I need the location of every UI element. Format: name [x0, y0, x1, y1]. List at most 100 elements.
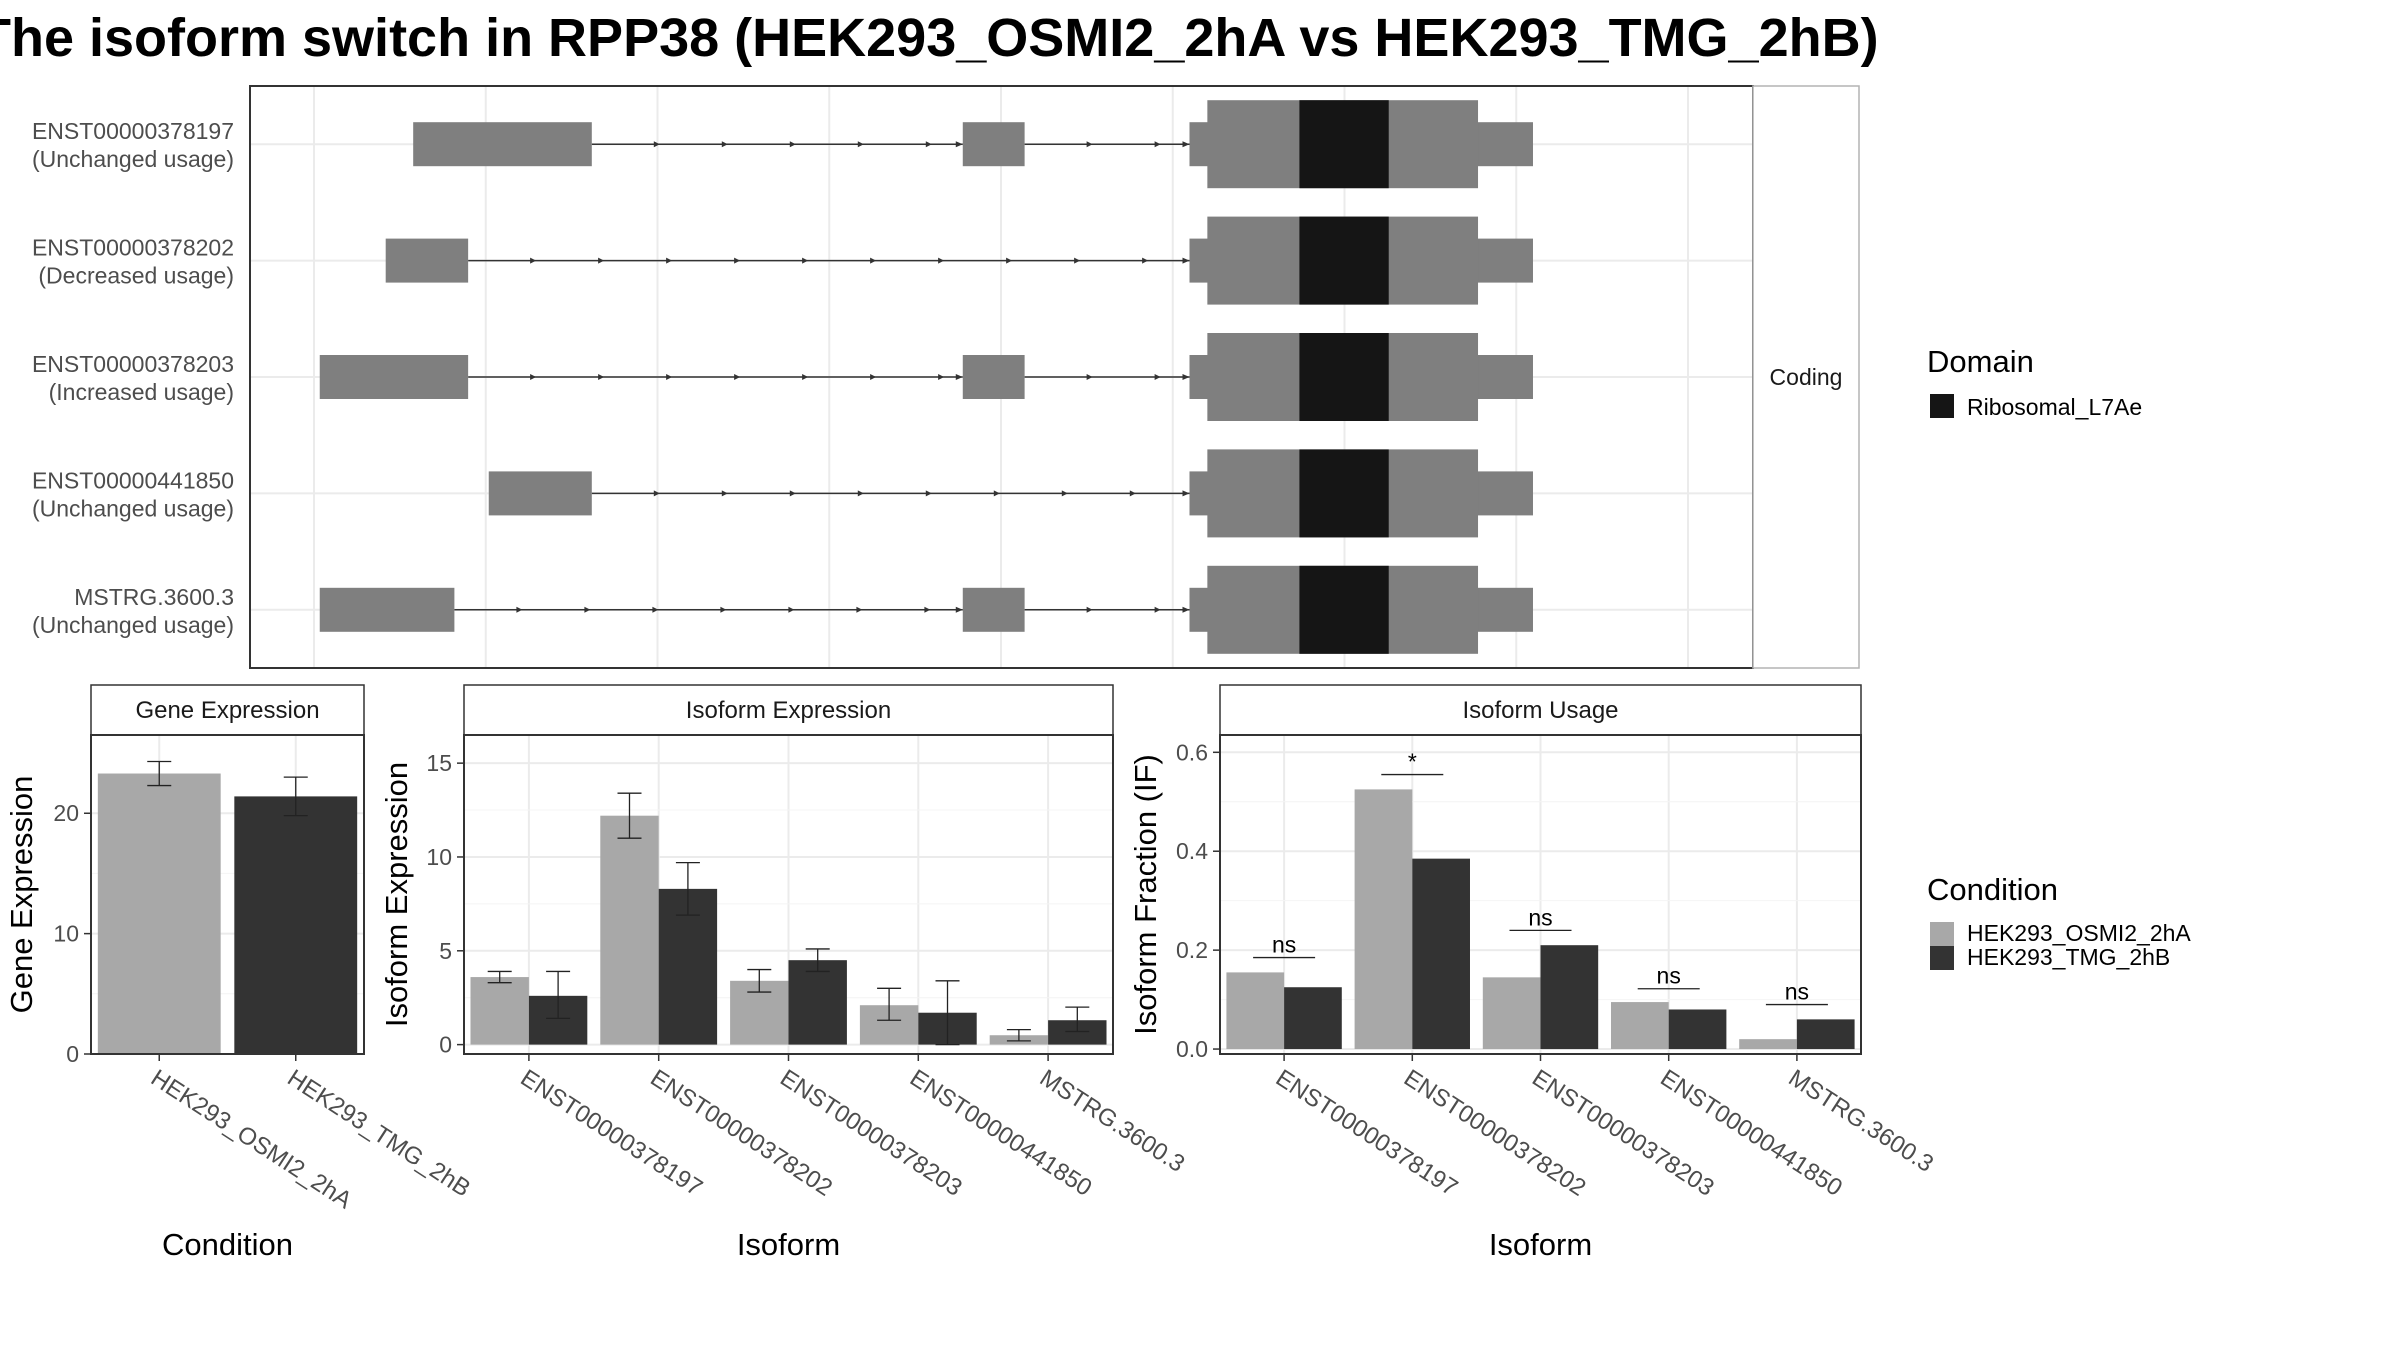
bar — [788, 960, 847, 1045]
intron-arrow — [734, 374, 741, 380]
domain-legend-swatch — [1930, 394, 1954, 418]
intron-arrow — [666, 374, 673, 380]
transcript-id-label: ENST00000378203 — [32, 351, 234, 377]
transcript-usage-label: (Increased usage) — [49, 379, 234, 405]
exon-utr — [962, 587, 1025, 632]
y-tick-label: 10 — [53, 921, 79, 947]
significance-label: ns — [1657, 963, 1681, 989]
exon-utr — [319, 355, 469, 399]
exon-utr — [962, 122, 1025, 167]
intron-arrow — [721, 490, 728, 497]
y-tick-label: 0 — [439, 1032, 452, 1058]
transcript-id-label: ENST00000441850 — [32, 467, 234, 493]
domain-legend: Domain Ribosomal_L7Ae — [1927, 344, 2142, 420]
intron-arrow — [955, 141, 963, 148]
intron-arrow — [653, 490, 660, 497]
panel-strip — [90, 684, 365, 736]
intron-arrow — [802, 374, 809, 380]
condition-legend-swatch — [1930, 922, 1954, 946]
intron-arrow — [1182, 374, 1190, 380]
bar — [1668, 1009, 1727, 1050]
y-tick-label: 15 — [426, 750, 452, 776]
intron-arrow — [993, 490, 1000, 497]
y-axis-title: Gene Expression — [4, 776, 39, 1014]
transcript-structure-panel: ENST00000378197(Unchanged usage)ENST0000… — [32, 85, 1860, 669]
intron-arrow — [925, 141, 932, 148]
panel-title: Isoform Expression — [686, 697, 891, 724]
intron-arrow — [734, 257, 741, 264]
intron-arrow — [857, 490, 864, 497]
y-axis-title: Isoform Fraction (IF) — [1128, 754, 1163, 1035]
intron-arrow — [925, 490, 932, 497]
intron-arrow — [870, 257, 877, 264]
significance-label: * — [1408, 749, 1417, 775]
domain-ribosomal-l7ae — [1299, 449, 1389, 538]
intron-arrow — [598, 374, 605, 380]
condition-legend-title: Condition — [1927, 872, 2058, 907]
exon-utr — [962, 355, 1025, 399]
intron-arrow — [653, 141, 660, 148]
panel-strip — [1219, 684, 1862, 736]
intron-arrow — [802, 257, 809, 264]
intron-arrow — [530, 257, 537, 264]
bar — [1739, 1039, 1797, 1050]
panel-border — [1219, 734, 1862, 1055]
exon-utr — [413, 122, 592, 167]
intron-arrow — [1006, 257, 1013, 264]
transcript-usage-label: (Unchanged usage) — [32, 612, 234, 638]
intron-arrow — [955, 606, 963, 613]
intron-arrow — [721, 141, 728, 148]
transcript-id-label: MSTRG.3600.3 — [74, 584, 234, 610]
isoform-usage-panel: Isoform UsagensENST00000378197*ENST00000… — [1128, 684, 1938, 1262]
transcript-id-label: ENST00000378197 — [32, 118, 234, 144]
panel-title: Isoform Usage — [1462, 697, 1618, 724]
domain-ribosomal-l7ae — [1299, 565, 1389, 654]
intron-arrow — [1182, 606, 1190, 613]
bar — [600, 815, 659, 1045]
intron-arrow — [955, 374, 963, 380]
x-axis-title: Isoform — [737, 1227, 840, 1262]
intron-arrow — [856, 606, 863, 613]
bar — [1540, 945, 1599, 1050]
intron-arrow — [1154, 606, 1161, 613]
condition-legend-label: HEK293_TMG_2hB — [1967, 944, 2170, 970]
x-axis-title: Isoform — [1489, 1227, 1592, 1262]
transcript-usage-label: (Unchanged usage) — [32, 495, 234, 521]
transcript-usage-label: (Unchanged usage) — [32, 146, 234, 172]
intron-arrow — [530, 374, 537, 380]
transcript-id-label: ENST00000378202 — [32, 235, 234, 261]
intron-arrow — [1154, 141, 1161, 148]
panel-border — [90, 734, 365, 1055]
intron-arrow — [1061, 490, 1068, 497]
bar — [1796, 1019, 1855, 1050]
y-axis-title: Isoform Expression — [379, 762, 414, 1027]
bar — [1226, 972, 1285, 1050]
intron-arrow — [924, 606, 931, 613]
facet-strip — [1752, 85, 1860, 669]
intron-arrow — [870, 374, 877, 380]
intron-arrow — [938, 374, 945, 380]
bar — [1354, 789, 1413, 1050]
intron-arrow — [1182, 141, 1190, 148]
bar — [1482, 977, 1541, 1050]
intron-arrow — [1086, 374, 1093, 380]
bar — [234, 796, 358, 1054]
significance-label: ns — [1528, 904, 1552, 930]
y-tick-label: 10 — [426, 844, 452, 870]
y-tick-label: 0 — [66, 1041, 79, 1067]
intron-arrow — [1182, 257, 1190, 264]
bar — [97, 773, 221, 1054]
significance-label: ns — [1272, 932, 1296, 958]
x-axis-title: Condition — [162, 1227, 293, 1262]
exon-utr — [488, 471, 592, 516]
transcript-usage-label: (Decreased usage) — [38, 263, 234, 289]
domain-ribosomal-l7ae — [1299, 100, 1389, 189]
condition-legend-label: HEK293_OSMI2_2hA — [1967, 920, 2191, 946]
y-tick-label: 0.0 — [1176, 1036, 1208, 1062]
intron-arrow — [857, 141, 864, 148]
intron-arrow — [1086, 606, 1093, 613]
panel-border — [463, 734, 1114, 1055]
exon-utr — [319, 587, 455, 632]
intron-arrow — [1142, 257, 1149, 264]
